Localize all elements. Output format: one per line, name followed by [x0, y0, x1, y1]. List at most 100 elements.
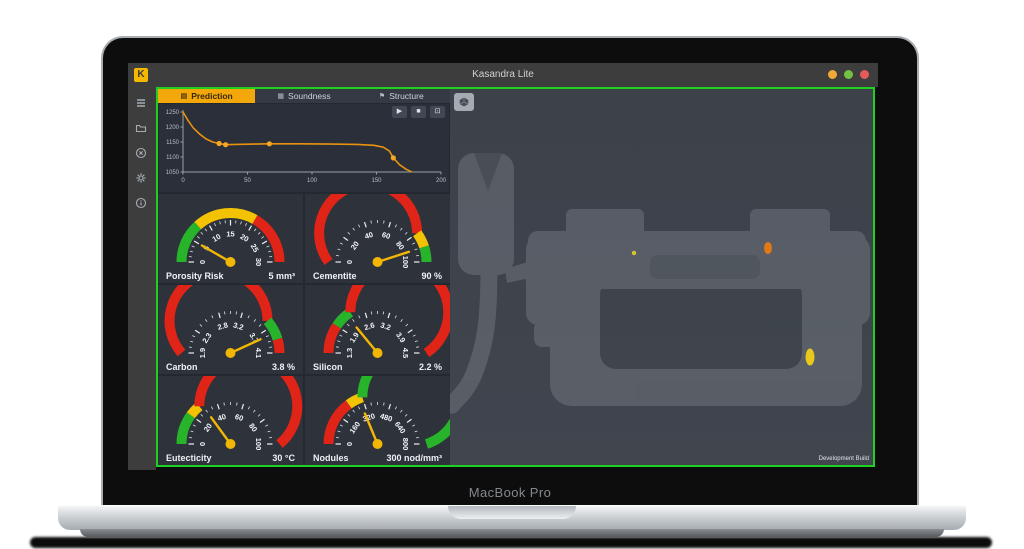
cooling-curve-panel: 1050 1100 1150 1200 1250 0 50 100 150 200 ▶ ■ ⊡ — [159, 104, 449, 192]
gauge-foot: Cementite 90 % — [313, 271, 442, 281]
svg-text:20: 20 — [349, 240, 361, 252]
laptop-shadow — [30, 537, 992, 548]
svg-text:15: 15 — [226, 230, 234, 239]
workspace: ▤ Prediction ▦ Soundness ⚑ Structure 105… — [156, 87, 875, 467]
svg-text:2.3: 2.3 — [200, 331, 213, 345]
tab-prediction[interactable]: ▤ Prediction — [158, 89, 256, 103]
folder-open-icon — [135, 122, 149, 134]
svg-text:10: 10 — [211, 232, 223, 244]
svg-text:25: 25 — [249, 242, 261, 254]
gauge-value: 2.2 % — [418, 362, 442, 372]
analysis-panel: ▤ Prediction ▦ Soundness ⚑ Structure 105… — [158, 89, 450, 465]
svg-text:800: 800 — [401, 438, 410, 450]
sidebar-item-settings[interactable] — [134, 170, 150, 186]
gauge-label: Carbon — [166, 362, 198, 372]
maximize-button[interactable] — [844, 70, 853, 79]
minimize-button[interactable] — [828, 70, 837, 79]
svg-text:1.9: 1.9 — [348, 331, 361, 345]
svg-text:100: 100 — [254, 438, 263, 450]
tab-bar: ▤ Prediction ▦ Soundness ⚑ Structure — [158, 89, 450, 103]
close-button[interactable] — [860, 70, 869, 79]
sidebar-item-about[interactable] — [134, 195, 150, 211]
play-icon: ▶ — [396, 108, 403, 115]
gauge-eutecticity: 0 20 40 60 80 100 Eutecticity 30 °C — [158, 376, 303, 465]
titlebar: K Kasandra Lite — [128, 63, 878, 87]
laptop-base — [58, 505, 966, 530]
tab-label: Prediction — [191, 91, 233, 101]
soundness-icon: ▦ — [277, 93, 285, 100]
gauge-porosity-risk: 051015202530 Porosity Risk 5 mm³ — [158, 194, 303, 283]
svg-text:200: 200 — [436, 178, 447, 184]
svg-text:50: 50 — [244, 178, 251, 184]
svg-text:3.2: 3.2 — [379, 320, 392, 332]
gauge-value: 90 % — [421, 271, 442, 281]
gauge-foot: Silicon 2.2 % — [313, 362, 442, 372]
svg-text:1100: 1100 — [166, 155, 180, 161]
svg-text:80: 80 — [247, 422, 259, 434]
gauge-foot: Eutecticity 30 °C — [166, 453, 295, 463]
sidebar — [128, 87, 156, 470]
svg-text:160: 160 — [348, 420, 363, 435]
svg-text:40: 40 — [363, 230, 374, 241]
window-controls — [828, 70, 869, 79]
play-button[interactable]: ▶ — [392, 106, 407, 118]
svg-text:1.9: 1.9 — [198, 348, 207, 358]
gauge-value: 30 °C — [272, 453, 295, 463]
svg-text:60: 60 — [234, 412, 245, 423]
svg-text:1250: 1250 — [166, 110, 180, 116]
hamburger-menu-icon — [135, 97, 149, 109]
svg-text:0: 0 — [181, 178, 185, 184]
svg-text:100: 100 — [401, 256, 410, 268]
svg-text:100: 100 — [307, 178, 318, 184]
svg-text:2.6: 2.6 — [363, 320, 376, 332]
gauge-value: 3.8 % — [271, 362, 295, 372]
svg-text:0: 0 — [345, 260, 354, 264]
svg-text:1150: 1150 — [166, 140, 180, 146]
gauge-foot: Porosity Risk 5 mm³ — [166, 271, 295, 281]
svg-text:1050: 1050 — [166, 170, 180, 176]
gauge-dial: 051015202530 — [176, 208, 285, 267]
gauge-nodules: 0 160 320 480 640 800 Nodules 300 nod/mm³ — [305, 376, 450, 465]
stop-button[interactable]: ■ — [411, 106, 426, 118]
view-orientation-button[interactable] — [454, 93, 474, 111]
svg-text:3.9: 3.9 — [394, 331, 407, 345]
stop-icon: ■ — [416, 108, 421, 115]
sidebar-item-open-project[interactable] — [134, 120, 150, 136]
gauge-silicon: 1.3 1.9 2.6 3.2 3.9 4.5 Silicon 2.2 % — [305, 285, 450, 374]
gauge-carbon: 1.9 2.3 2.8 3.2 3.7 4.1 Carbon 3.8 % — [158, 285, 303, 374]
tab-soundness[interactable]: ▦ Soundness — [255, 89, 353, 103]
gauge-label: Nodules — [313, 453, 349, 463]
svg-text:4.1: 4.1 — [254, 348, 263, 358]
simulation-toolbar: ▶ ■ ⊡ — [392, 106, 445, 118]
gear-icon — [135, 172, 149, 184]
gauge-label: Porosity Risk — [166, 271, 224, 281]
svg-text:40: 40 — [216, 412, 227, 423]
svg-text:30: 30 — [254, 258, 263, 266]
cooling-curve-chart: 1050 1100 1150 1200 1250 0 50 100 150 200 — [166, 110, 447, 184]
close-circle-icon — [135, 147, 149, 159]
sidebar-item-close-project[interactable] — [134, 145, 150, 161]
gauge-label: Eutecticity — [166, 453, 212, 463]
gauge-value: 5 mm³ — [268, 271, 295, 281]
laptop-base-notch — [448, 506, 576, 519]
gauge-cementite: 0 20 40 60 80 100 Cementite 90 % — [305, 194, 450, 283]
gauge-dial: 1.3 1.92.6 3.23.9 4.5 — [323, 285, 450, 358]
svg-text:2.8: 2.8 — [216, 320, 229, 332]
svg-text:80: 80 — [394, 240, 406, 252]
info-circle-icon — [135, 197, 149, 209]
svg-text:1200: 1200 — [166, 125, 180, 131]
gauge-grid: 051015202530 Porosity Risk 5 mm³ 0204060… — [158, 193, 450, 465]
gauge-label: Silicon — [313, 362, 343, 372]
app-body: ▤ Prediction ▦ Soundness ⚑ Structure 105… — [128, 87, 878, 470]
gauge-foot: Nodules 300 nod/mm³ — [313, 453, 442, 463]
export-button[interactable]: ⊡ — [430, 106, 445, 118]
sidebar-item-menu[interactable] — [134, 95, 150, 111]
defect-markers — [631, 242, 815, 366]
tab-structure[interactable]: ⚑ Structure — [352, 89, 450, 103]
development-build-label: Development Build — [818, 456, 869, 462]
svg-text:0: 0 — [345, 442, 354, 446]
casting-3d-viewport[interactable]: Development Build — [450, 89, 873, 465]
